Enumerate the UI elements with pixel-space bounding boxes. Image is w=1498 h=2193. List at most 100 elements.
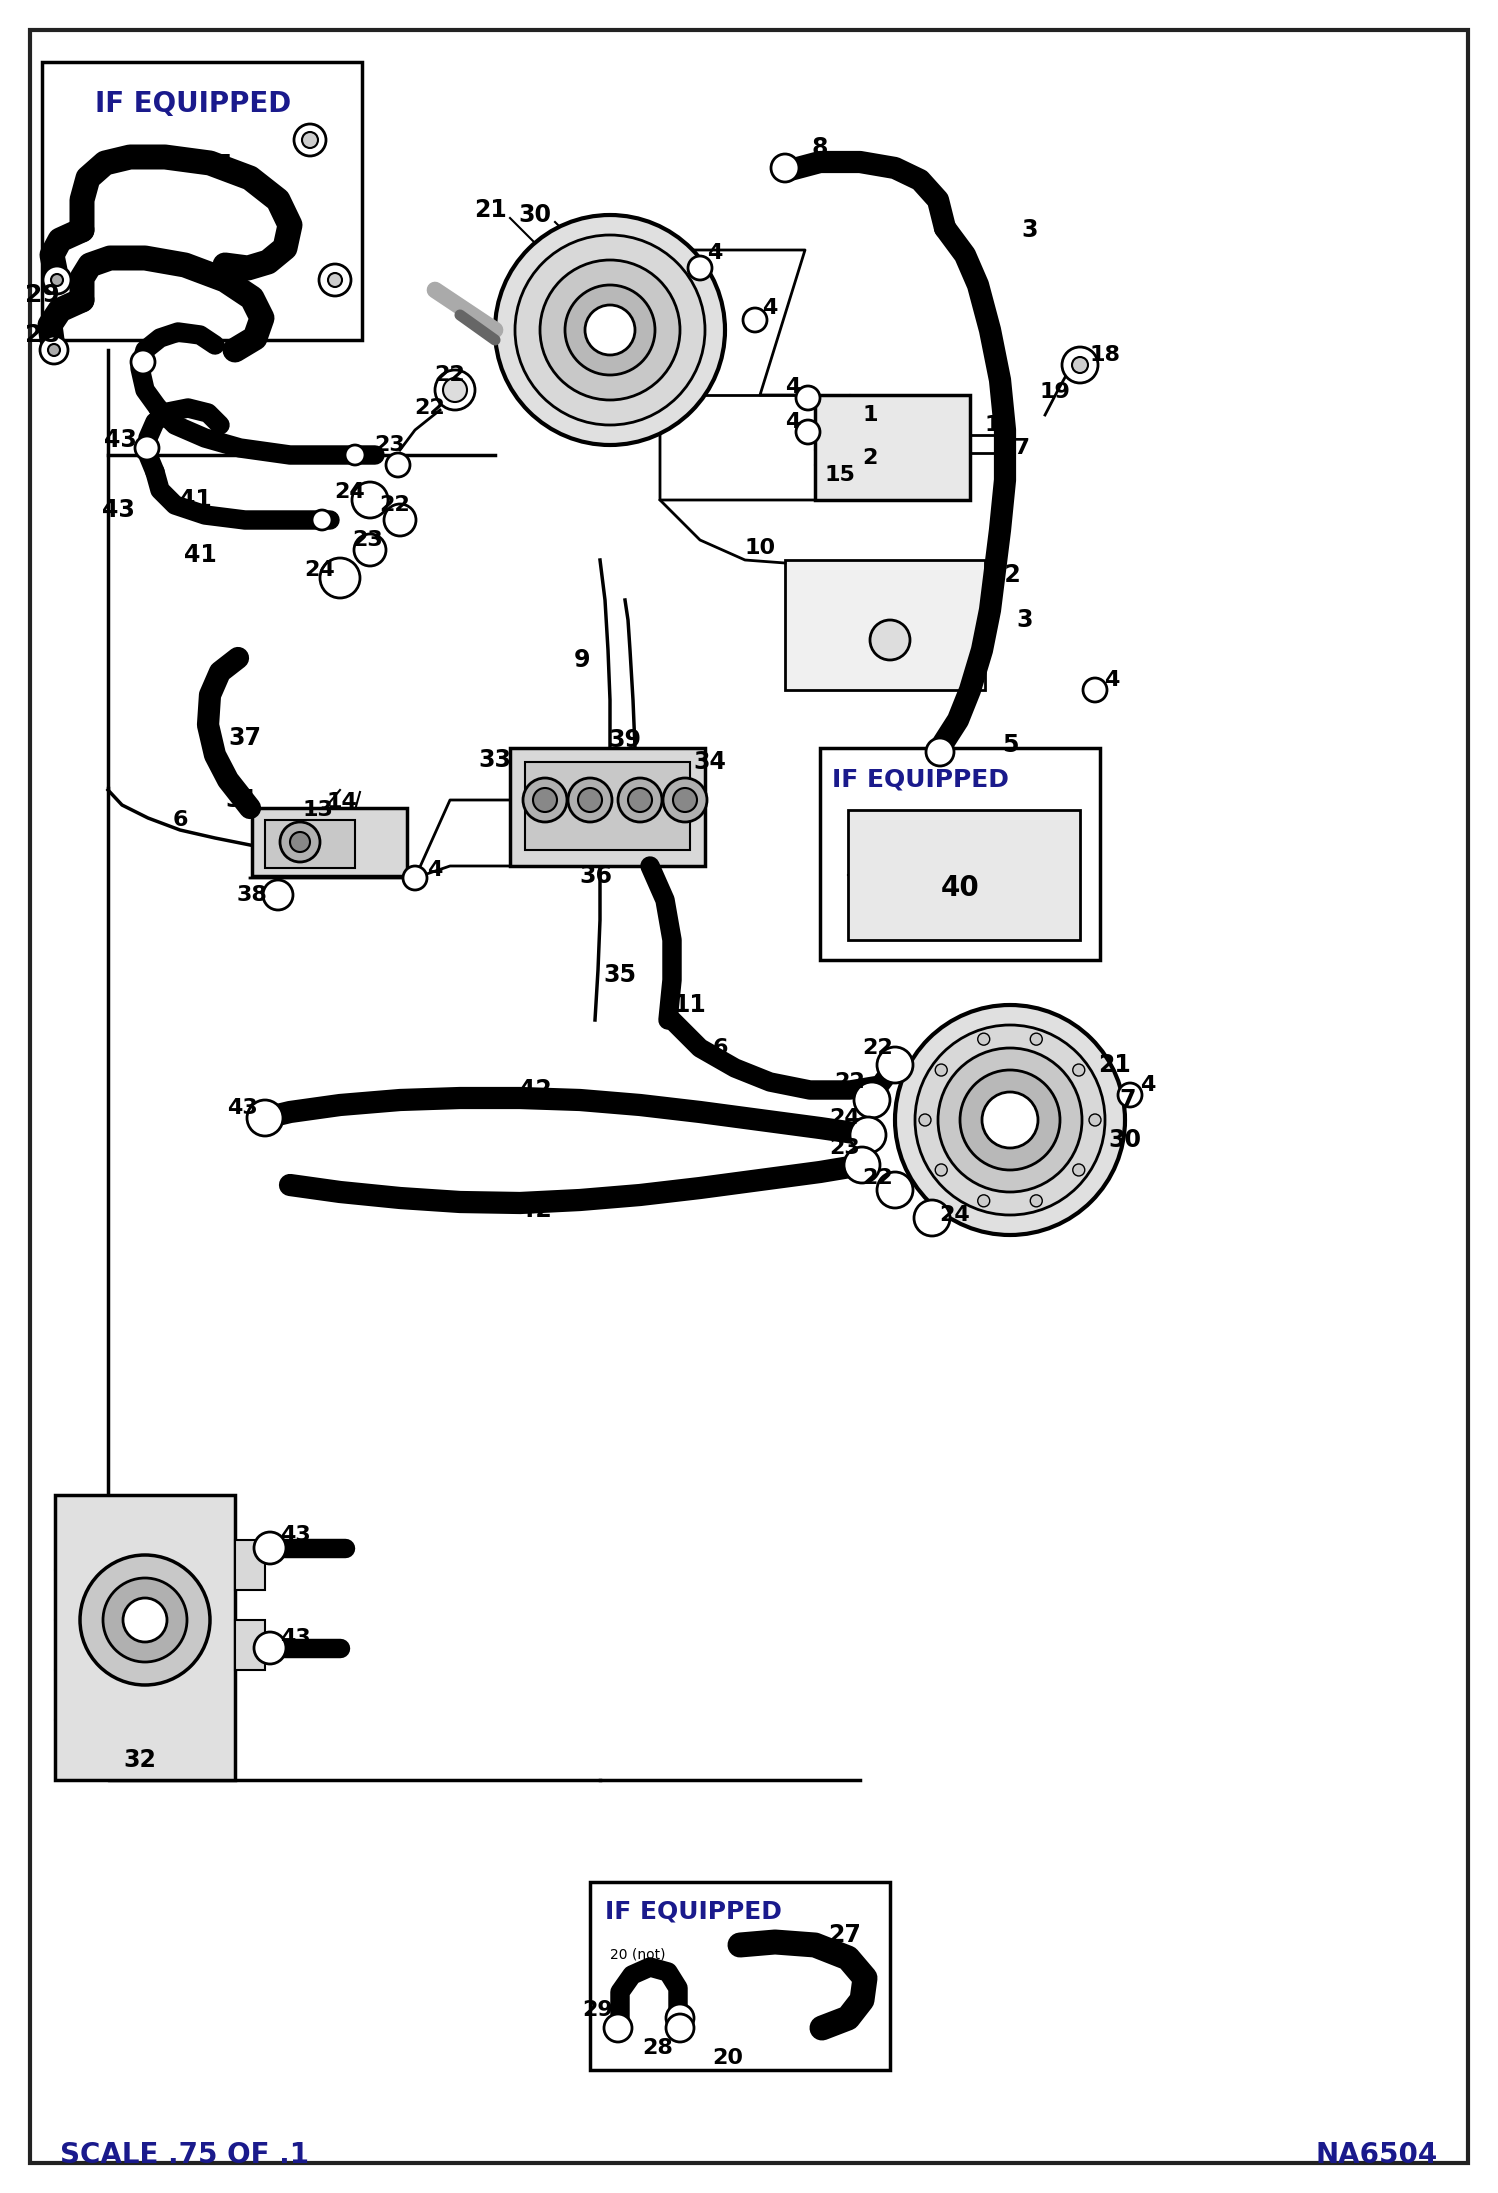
Text: 39: 39 [608, 728, 641, 752]
Text: 4: 4 [1104, 671, 1119, 691]
Text: 25: 25 [198, 154, 232, 178]
Circle shape [515, 235, 706, 425]
Bar [815, 395, 971, 500]
Circle shape [1118, 1083, 1141, 1107]
Text: 7: 7 [1119, 1088, 1137, 1112]
Circle shape [978, 1033, 990, 1046]
Text: 24: 24 [304, 559, 336, 579]
Circle shape [51, 274, 63, 285]
Text: 19: 19 [1040, 382, 1071, 401]
Circle shape [255, 1533, 286, 1564]
Circle shape [915, 1024, 1106, 1215]
Circle shape [40, 336, 67, 364]
Circle shape [247, 1101, 283, 1136]
Circle shape [743, 307, 767, 331]
Text: 14: 14 [327, 792, 358, 811]
Text: 43: 43 [226, 1099, 258, 1118]
Circle shape [688, 257, 712, 281]
Text: 6: 6 [712, 1037, 728, 1057]
Circle shape [403, 866, 427, 890]
Text: 35: 35 [604, 963, 637, 987]
Circle shape [79, 1555, 210, 1684]
Circle shape [667, 2013, 694, 2042]
Text: 23: 23 [830, 1138, 860, 1158]
Bar [252, 807, 407, 875]
Text: 22: 22 [863, 1037, 893, 1057]
Bar [590, 1882, 890, 2070]
Circle shape [673, 787, 697, 811]
Circle shape [918, 1114, 930, 1125]
Circle shape [586, 305, 635, 355]
Circle shape [876, 1171, 912, 1208]
Circle shape [130, 351, 154, 375]
Circle shape [352, 482, 388, 518]
Circle shape [123, 1599, 166, 1643]
Circle shape [935, 1064, 947, 1077]
Circle shape [264, 879, 294, 910]
Text: 2: 2 [863, 447, 878, 467]
Text: 29: 29 [583, 2000, 613, 2020]
Text: 10: 10 [745, 537, 776, 557]
Bar [235, 1539, 265, 1590]
Circle shape [565, 285, 655, 375]
Text: 21: 21 [1098, 1053, 1131, 1077]
Circle shape [1083, 678, 1107, 702]
Circle shape [876, 1046, 912, 1083]
Text: 43: 43 [103, 428, 136, 452]
Circle shape [914, 1200, 950, 1237]
Circle shape [443, 377, 467, 401]
Text: 42: 42 [518, 1079, 551, 1103]
Text: 30: 30 [518, 204, 551, 228]
Circle shape [664, 779, 707, 822]
Circle shape [319, 263, 351, 296]
Circle shape [1073, 1064, 1085, 1077]
Text: 22: 22 [379, 496, 410, 515]
Text: 27: 27 [828, 1923, 861, 1947]
Circle shape [345, 445, 366, 465]
Text: 24: 24 [830, 1107, 860, 1127]
Text: 34: 34 [694, 750, 727, 774]
Text: SCALE .75 OF .1: SCALE .75 OF .1 [60, 2140, 309, 2169]
Text: 23: 23 [374, 434, 406, 454]
Circle shape [870, 621, 909, 660]
Text: 4: 4 [707, 243, 722, 263]
Circle shape [135, 436, 159, 461]
Circle shape [1031, 1195, 1043, 1206]
Circle shape [1031, 1033, 1043, 1046]
Text: 28: 28 [24, 322, 60, 346]
Bar [848, 809, 1080, 941]
Circle shape [303, 132, 318, 147]
Text: 17: 17 [999, 439, 1031, 458]
Circle shape [291, 831, 310, 853]
Bar [819, 748, 1100, 961]
Text: 1: 1 [863, 406, 878, 425]
Text: 20 (not): 20 (not) [610, 1947, 665, 1963]
Text: 29: 29 [24, 283, 60, 307]
Circle shape [386, 454, 410, 478]
Text: 32: 32 [123, 1748, 156, 1772]
Circle shape [938, 1048, 1082, 1193]
Circle shape [795, 386, 819, 410]
Circle shape [328, 272, 342, 287]
Text: 43: 43 [280, 1524, 310, 1546]
Circle shape [280, 822, 321, 862]
Text: 43: 43 [280, 1627, 310, 1647]
Text: 41: 41 [178, 489, 211, 511]
Text: 9: 9 [574, 647, 590, 671]
Text: 41: 41 [184, 544, 216, 568]
Text: 4: 4 [762, 298, 777, 318]
Text: 26: 26 [202, 263, 237, 287]
Circle shape [849, 1116, 885, 1154]
Text: 22: 22 [834, 1072, 866, 1092]
Text: 4: 4 [427, 860, 443, 879]
Text: 21: 21 [473, 197, 506, 221]
Circle shape [795, 421, 819, 443]
Circle shape [48, 344, 60, 355]
Bar [785, 559, 986, 691]
Circle shape [383, 504, 416, 535]
Circle shape [523, 779, 568, 822]
Text: 30: 30 [1109, 1127, 1141, 1151]
Circle shape [604, 2013, 632, 2042]
Text: 22: 22 [415, 397, 445, 419]
Text: 4: 4 [785, 377, 801, 397]
